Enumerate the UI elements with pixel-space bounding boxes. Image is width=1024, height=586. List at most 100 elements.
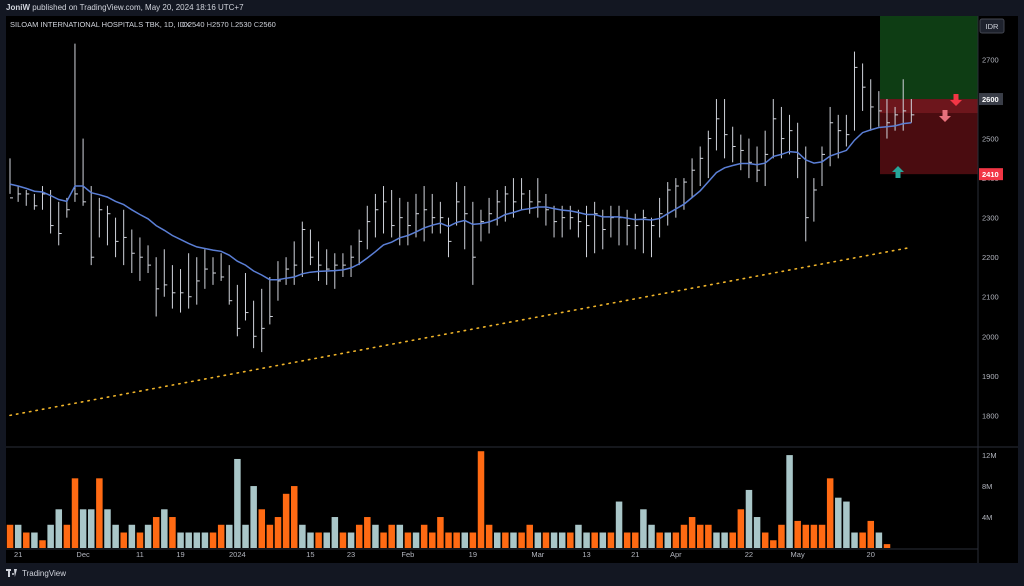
- volume-bar: [152, 517, 160, 548]
- zone-price-label: 2600: [982, 95, 999, 104]
- time-tick-label: 21: [14, 550, 22, 559]
- ohlc-bar: [204, 249, 208, 289]
- ohlc-bar: [894, 106, 899, 131]
- time-tick-label: Apr: [670, 550, 682, 559]
- time-tick-label: Mar: [531, 550, 544, 559]
- price-tick-label: 2500: [982, 135, 999, 144]
- price-axis[interactable]: 1800190020002100220023002400250026002700…: [979, 55, 1003, 420]
- ohlc-bar: [301, 221, 306, 277]
- time-tick-label: May: [791, 550, 805, 559]
- volume-bar: [761, 532, 769, 548]
- tradingview-footer[interactable]: TradingView: [6, 569, 66, 578]
- volume-bar: [315, 532, 322, 548]
- ema-line: [9, 122, 912, 281]
- author-name[interactable]: JoniW: [6, 3, 30, 12]
- volume-bar: [656, 532, 663, 548]
- volume-bar: [826, 478, 834, 548]
- volume-bar: [331, 517, 339, 548]
- volume-bar: [859, 532, 866, 548]
- ohlc-bar: [862, 63, 866, 111]
- time-tick-label: 20: [867, 550, 875, 559]
- ohlc-bar: [106, 205, 111, 246]
- ohlc-bar: [691, 158, 696, 198]
- price-tick-label: 2300: [982, 214, 999, 223]
- ohlc-bar: [33, 193, 38, 210]
- time-axis[interactable]: 21 Dec 11 19 2024 15 23 Feb 19 Mar 13 21 Apr 22 May 20: [14, 550, 875, 559]
- trendline-layer: [9, 246, 913, 417]
- currency-label: IDR: [986, 22, 1000, 31]
- ohlc-bar: [813, 178, 817, 222]
- time-tick-label: 15: [306, 550, 314, 559]
- volume-bar: [120, 532, 127, 548]
- ohlc-readout: O2540 H2570 L2530 C2560: [182, 20, 276, 29]
- volume-bar: [567, 532, 574, 548]
- ohlc-bar: [837, 114, 842, 159]
- ohlc-bar: [147, 245, 152, 274]
- ohlc-values: O2540 H2570 L2530 C2560: [182, 20, 276, 29]
- volume-bar: [209, 532, 217, 548]
- ohlc-bar: [269, 276, 273, 325]
- volume-bar: [234, 458, 241, 548]
- volume-bar: [380, 532, 387, 548]
- ohlc-value: 2540: [188, 20, 205, 29]
- volume-bar: [23, 532, 30, 548]
- volume-bar: [226, 524, 233, 548]
- volume-bar: [258, 509, 266, 548]
- volume-bar: [242, 524, 249, 548]
- ohlc-bar: [358, 229, 363, 266]
- publish-header: JoniW published on TradingView.com, May …: [6, 3, 244, 12]
- ohlc-bar: [553, 205, 558, 238]
- ohlc-bar: [610, 205, 614, 238]
- volume-bar: [71, 478, 79, 548]
- volume-bar: [615, 501, 623, 548]
- volume-bar: [217, 524, 225, 548]
- volume-bar: [14, 524, 22, 548]
- volume-bar: [461, 532, 469, 548]
- volume-bar: [640, 509, 647, 548]
- ohlc-bar: [529, 189, 533, 214]
- ohlc-bar: [910, 99, 915, 123]
- volume-bar: [835, 497, 842, 548]
- ohlc-bar: [261, 288, 265, 353]
- volume-axis: 4M 8M 12M: [982, 451, 997, 522]
- ohlc-bar: [188, 253, 192, 309]
- volume-bar: [88, 509, 95, 548]
- volume-bar: [875, 532, 883, 548]
- volume-bar: [688, 517, 696, 548]
- volume-bar: [843, 501, 850, 548]
- ohlc-bar: [797, 122, 801, 179]
- ohlc-bar: [407, 201, 411, 246]
- ohlc-bar: [350, 245, 355, 277]
- volume-bar: [404, 532, 412, 548]
- ohlc-bar: [82, 138, 87, 206]
- volume-bar: [282, 493, 290, 548]
- volume-bar: [323, 532, 330, 548]
- volume-bar: [96, 478, 103, 548]
- price-tick-label: 1800: [982, 411, 999, 420]
- time-tick-label: 2024: [229, 550, 246, 559]
- ohlc-bar: [577, 209, 582, 238]
- tradingview-brand: TradingView: [22, 569, 67, 578]
- volume-bar: [599, 532, 607, 548]
- volume-bar: [420, 524, 428, 548]
- ohlc-bar: [115, 217, 119, 258]
- ohlc-bar: [699, 146, 704, 187]
- volume-bar: [347, 532, 355, 548]
- volume-bar: [307, 532, 314, 548]
- ohlc-bar: [740, 134, 744, 171]
- ohlc-bar: [504, 186, 509, 222]
- ohlc-bar: [472, 201, 476, 285]
- volume-bar: [429, 532, 436, 548]
- ohlc-bar: [480, 209, 484, 242]
- ohlc-bar: [326, 249, 330, 285]
- volume-bar: [867, 520, 875, 548]
- volume-bar: [169, 517, 176, 548]
- ohlc-key: C: [252, 20, 260, 29]
- volume-bar: [770, 540, 777, 548]
- sell-arrow-icon: [950, 94, 962, 106]
- ohlc-bar: [131, 229, 135, 274]
- ohlc-bar: [537, 178, 541, 218]
- currency-badge[interactable]: [979, 18, 1005, 34]
- ohlc-bar: [318, 241, 322, 281]
